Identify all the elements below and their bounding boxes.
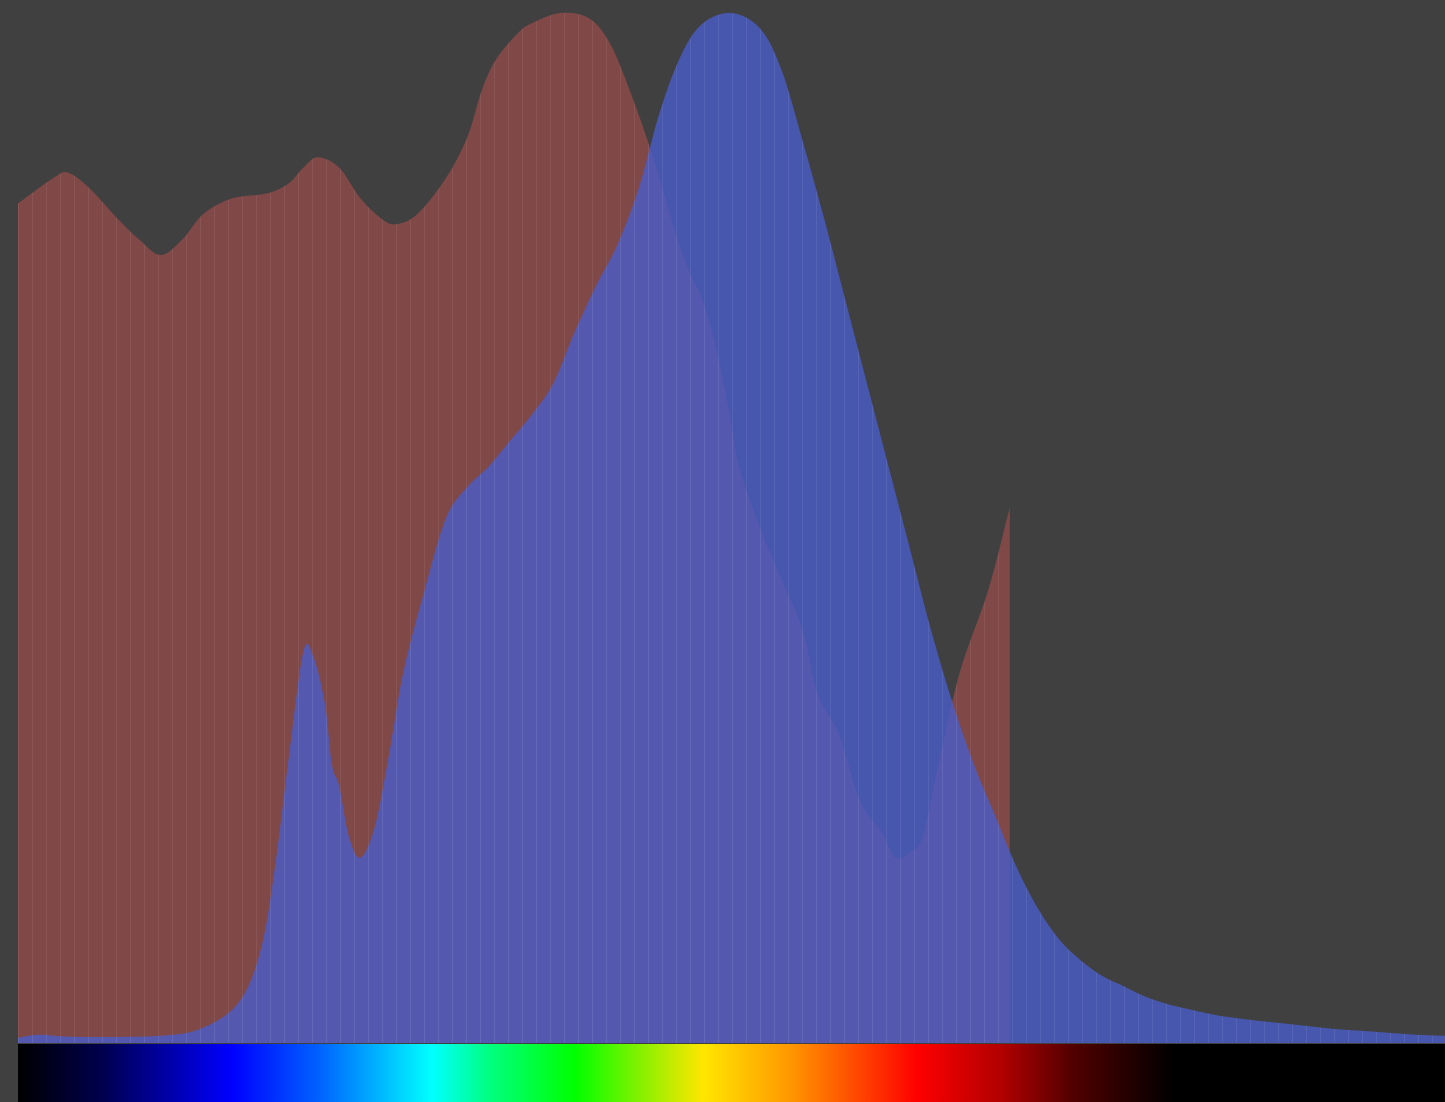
series-2-stripes	[18, 12, 1445, 1044]
plot-area	[18, 12, 1445, 1044]
spectrum-color-bar	[18, 1044, 1445, 1102]
